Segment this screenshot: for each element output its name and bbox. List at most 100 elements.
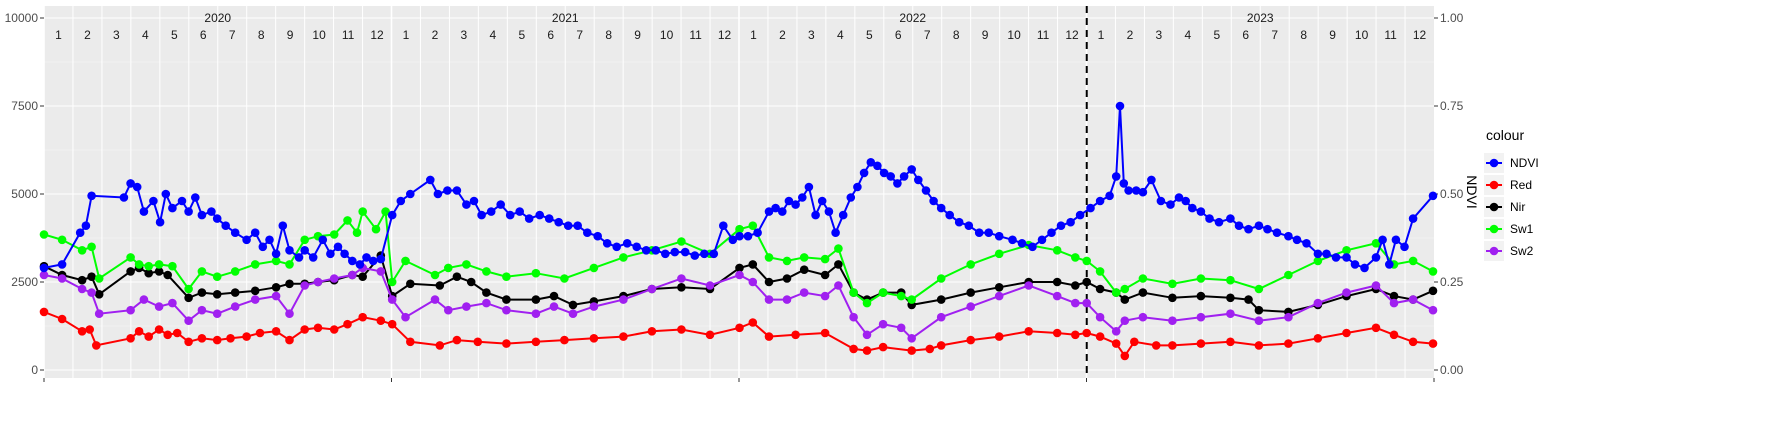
data-point	[914, 175, 923, 185]
data-point	[984, 228, 993, 237]
y-tick-label: 7500	[11, 99, 38, 113]
data-point	[329, 274, 339, 283]
data-point	[1138, 274, 1148, 283]
data-point	[1082, 277, 1091, 287]
data-point	[1342, 288, 1351, 297]
month-label: 11	[689, 28, 702, 42]
data-point	[1292, 235, 1302, 245]
data-point	[452, 335, 462, 345]
data-point	[1205, 214, 1214, 223]
month-label: 11	[1037, 28, 1050, 42]
data-point	[191, 193, 200, 202]
data-point	[735, 231, 744, 241]
data-point	[1156, 196, 1166, 206]
data-point	[554, 217, 563, 227]
y-tick-label: 0	[31, 363, 38, 377]
data-point	[820, 270, 830, 280]
data-point	[300, 325, 310, 334]
data-point	[300, 235, 310, 245]
data-point	[1047, 228, 1056, 237]
data-point	[1066, 217, 1075, 227]
data-point	[1119, 179, 1129, 188]
data-point	[496, 200, 506, 209]
month-label: 7	[576, 28, 583, 42]
data-point	[1174, 193, 1184, 202]
data-point	[197, 267, 207, 276]
data-point	[57, 235, 67, 245]
data-point	[778, 207, 787, 216]
legend-label: Sw2	[1510, 244, 1534, 258]
month-label: 3	[113, 28, 120, 42]
series-ndvi	[39, 101, 1438, 273]
data-point	[1056, 221, 1066, 230]
data-point	[560, 274, 569, 283]
data-point	[1389, 330, 1399, 340]
data-point	[168, 261, 177, 271]
data-point	[433, 189, 443, 199]
data-point	[524, 214, 534, 223]
data-point	[1226, 309, 1235, 319]
data-point	[482, 298, 491, 308]
data-point	[477, 210, 486, 220]
data-point	[155, 217, 165, 227]
data-point	[1147, 175, 1156, 185]
data-point	[921, 186, 931, 195]
data-point	[1389, 298, 1399, 308]
data-point	[348, 256, 357, 266]
data-point	[462, 200, 471, 209]
data-point	[1428, 191, 1438, 201]
data-point	[820, 328, 830, 338]
data-point	[1391, 235, 1401, 245]
data-point	[1284, 312, 1293, 322]
data-point	[849, 288, 858, 297]
data-point	[896, 323, 906, 333]
data-point	[728, 235, 738, 245]
data-point	[1371, 253, 1381, 262]
data-point	[1181, 196, 1190, 206]
data-point	[406, 279, 415, 289]
data-point	[502, 272, 511, 282]
y-tick-label: 10000	[5, 11, 39, 25]
data-point	[57, 314, 67, 324]
data-point	[849, 344, 858, 354]
data-point	[1138, 288, 1148, 297]
data-point	[87, 288, 96, 297]
data-point	[945, 210, 954, 220]
data-point	[435, 281, 445, 290]
data-point	[172, 328, 182, 338]
data-point	[250, 260, 260, 269]
month-label: 4	[490, 28, 497, 42]
data-point	[139, 207, 149, 216]
data-point	[886, 172, 895, 181]
data-point	[531, 268, 541, 278]
month-label: 12	[1413, 28, 1427, 42]
data-point	[966, 302, 975, 311]
data-point	[560, 335, 569, 345]
legend-key-point	[1489, 202, 1499, 212]
data-point	[896, 291, 906, 301]
data-point	[134, 260, 144, 269]
data-point	[907, 334, 916, 343]
data-point	[907, 165, 916, 174]
data-point	[144, 332, 153, 341]
data-point	[735, 270, 744, 280]
data-point	[878, 342, 888, 352]
data-point	[230, 267, 240, 276]
data-point	[994, 332, 1004, 341]
month-label: 2	[432, 28, 439, 42]
data-point	[1254, 221, 1264, 230]
data-point	[452, 186, 462, 195]
data-point	[371, 224, 381, 234]
month-label: 10	[1355, 28, 1369, 42]
month-label: 11	[342, 28, 355, 42]
data-point	[824, 207, 834, 216]
data-point	[799, 265, 809, 275]
data-point	[1111, 288, 1121, 297]
y-right-tick-label: 1.00	[1440, 11, 1464, 25]
data-point	[1111, 339, 1121, 348]
data-point	[764, 277, 774, 287]
data-point	[426, 175, 435, 185]
data-point	[719, 221, 728, 230]
data-point	[401, 256, 410, 266]
data-point	[1131, 186, 1141, 195]
